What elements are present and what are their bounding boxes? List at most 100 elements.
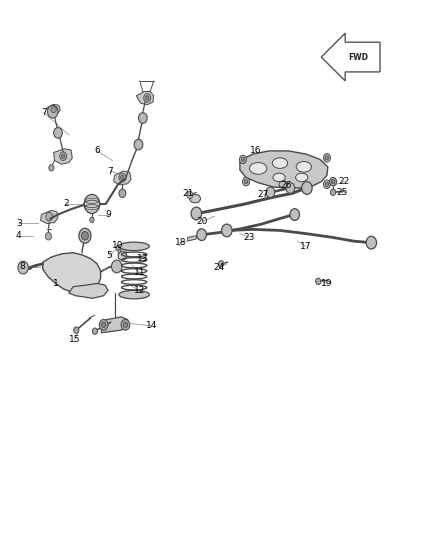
Circle shape	[187, 191, 193, 199]
Circle shape	[61, 154, 65, 158]
Polygon shape	[69, 284, 108, 298]
Polygon shape	[102, 317, 127, 333]
Ellipse shape	[118, 252, 127, 260]
Polygon shape	[187, 236, 196, 241]
Polygon shape	[240, 151, 328, 188]
Circle shape	[219, 261, 224, 267]
Text: 24: 24	[213, 263, 225, 272]
Circle shape	[47, 106, 58, 118]
Circle shape	[119, 189, 126, 198]
Ellipse shape	[119, 290, 149, 299]
Polygon shape	[321, 33, 380, 81]
Circle shape	[243, 177, 250, 186]
Circle shape	[116, 245, 120, 251]
Ellipse shape	[190, 195, 201, 203]
Circle shape	[323, 180, 330, 189]
Text: 11: 11	[134, 268, 145, 277]
Circle shape	[51, 107, 56, 113]
Circle shape	[46, 213, 53, 221]
Circle shape	[290, 209, 300, 220]
Text: 14: 14	[146, 321, 157, 330]
Circle shape	[74, 327, 79, 333]
Text: 23: 23	[243, 233, 254, 242]
Circle shape	[325, 156, 328, 160]
Polygon shape	[47, 104, 60, 115]
Ellipse shape	[273, 173, 285, 182]
Text: 7: 7	[107, 166, 113, 175]
Circle shape	[266, 187, 275, 198]
Text: 12: 12	[134, 286, 145, 295]
Text: 26: 26	[281, 181, 292, 190]
Circle shape	[316, 278, 321, 285]
Text: 20: 20	[197, 217, 208, 226]
Circle shape	[244, 180, 248, 184]
Text: 13: 13	[137, 254, 148, 263]
Circle shape	[240, 155, 247, 164]
Circle shape	[46, 232, 51, 240]
Circle shape	[330, 189, 336, 196]
Circle shape	[286, 183, 295, 193]
Text: 4: 4	[16, 231, 21, 240]
Ellipse shape	[272, 158, 288, 168]
Text: 10: 10	[112, 241, 124, 250]
Text: 17: 17	[300, 242, 312, 251]
Circle shape	[138, 113, 147, 123]
Circle shape	[144, 94, 151, 102]
Circle shape	[123, 322, 127, 327]
Text: 6: 6	[94, 147, 100, 156]
Text: 15: 15	[69, 335, 80, 344]
Circle shape	[145, 96, 149, 100]
Ellipse shape	[279, 181, 288, 188]
Circle shape	[323, 154, 330, 162]
Ellipse shape	[250, 163, 267, 174]
Circle shape	[18, 261, 28, 274]
Circle shape	[92, 328, 98, 334]
Circle shape	[53, 127, 62, 138]
Text: 16: 16	[250, 147, 262, 156]
Text: 22: 22	[339, 177, 350, 186]
Circle shape	[120, 248, 126, 255]
Text: 18: 18	[175, 238, 187, 247]
Text: 8: 8	[19, 262, 25, 271]
Circle shape	[120, 175, 124, 180]
Polygon shape	[114, 171, 131, 185]
Ellipse shape	[296, 161, 311, 172]
Circle shape	[60, 152, 67, 160]
Text: 21: 21	[183, 189, 194, 198]
Circle shape	[329, 177, 336, 186]
Circle shape	[222, 224, 232, 237]
Circle shape	[191, 207, 201, 220]
Circle shape	[241, 157, 245, 161]
Text: 2: 2	[63, 199, 69, 208]
Circle shape	[79, 228, 91, 243]
Circle shape	[366, 236, 377, 249]
Circle shape	[49, 165, 54, 171]
Circle shape	[81, 231, 88, 240]
Text: 19: 19	[321, 279, 333, 288]
Circle shape	[102, 322, 106, 327]
Polygon shape	[53, 149, 72, 164]
Circle shape	[121, 319, 130, 330]
Text: 27: 27	[258, 190, 269, 199]
Circle shape	[331, 180, 335, 184]
Text: 7: 7	[41, 108, 47, 117]
Circle shape	[112, 260, 122, 273]
Circle shape	[325, 182, 328, 187]
Circle shape	[134, 139, 143, 150]
Circle shape	[197, 229, 206, 240]
Polygon shape	[136, 92, 154, 105]
Ellipse shape	[119, 242, 149, 251]
Text: FWD: FWD	[349, 53, 368, 62]
Text: 9: 9	[105, 210, 111, 219]
Text: 5: 5	[106, 252, 112, 261]
Circle shape	[90, 217, 94, 222]
Ellipse shape	[296, 173, 308, 182]
Circle shape	[119, 173, 126, 182]
Polygon shape	[43, 253, 101, 293]
Circle shape	[84, 195, 100, 214]
Circle shape	[99, 319, 108, 330]
Polygon shape	[41, 211, 58, 223]
Text: 1: 1	[53, 279, 59, 288]
Circle shape	[302, 182, 312, 195]
Text: 25: 25	[336, 188, 347, 197]
